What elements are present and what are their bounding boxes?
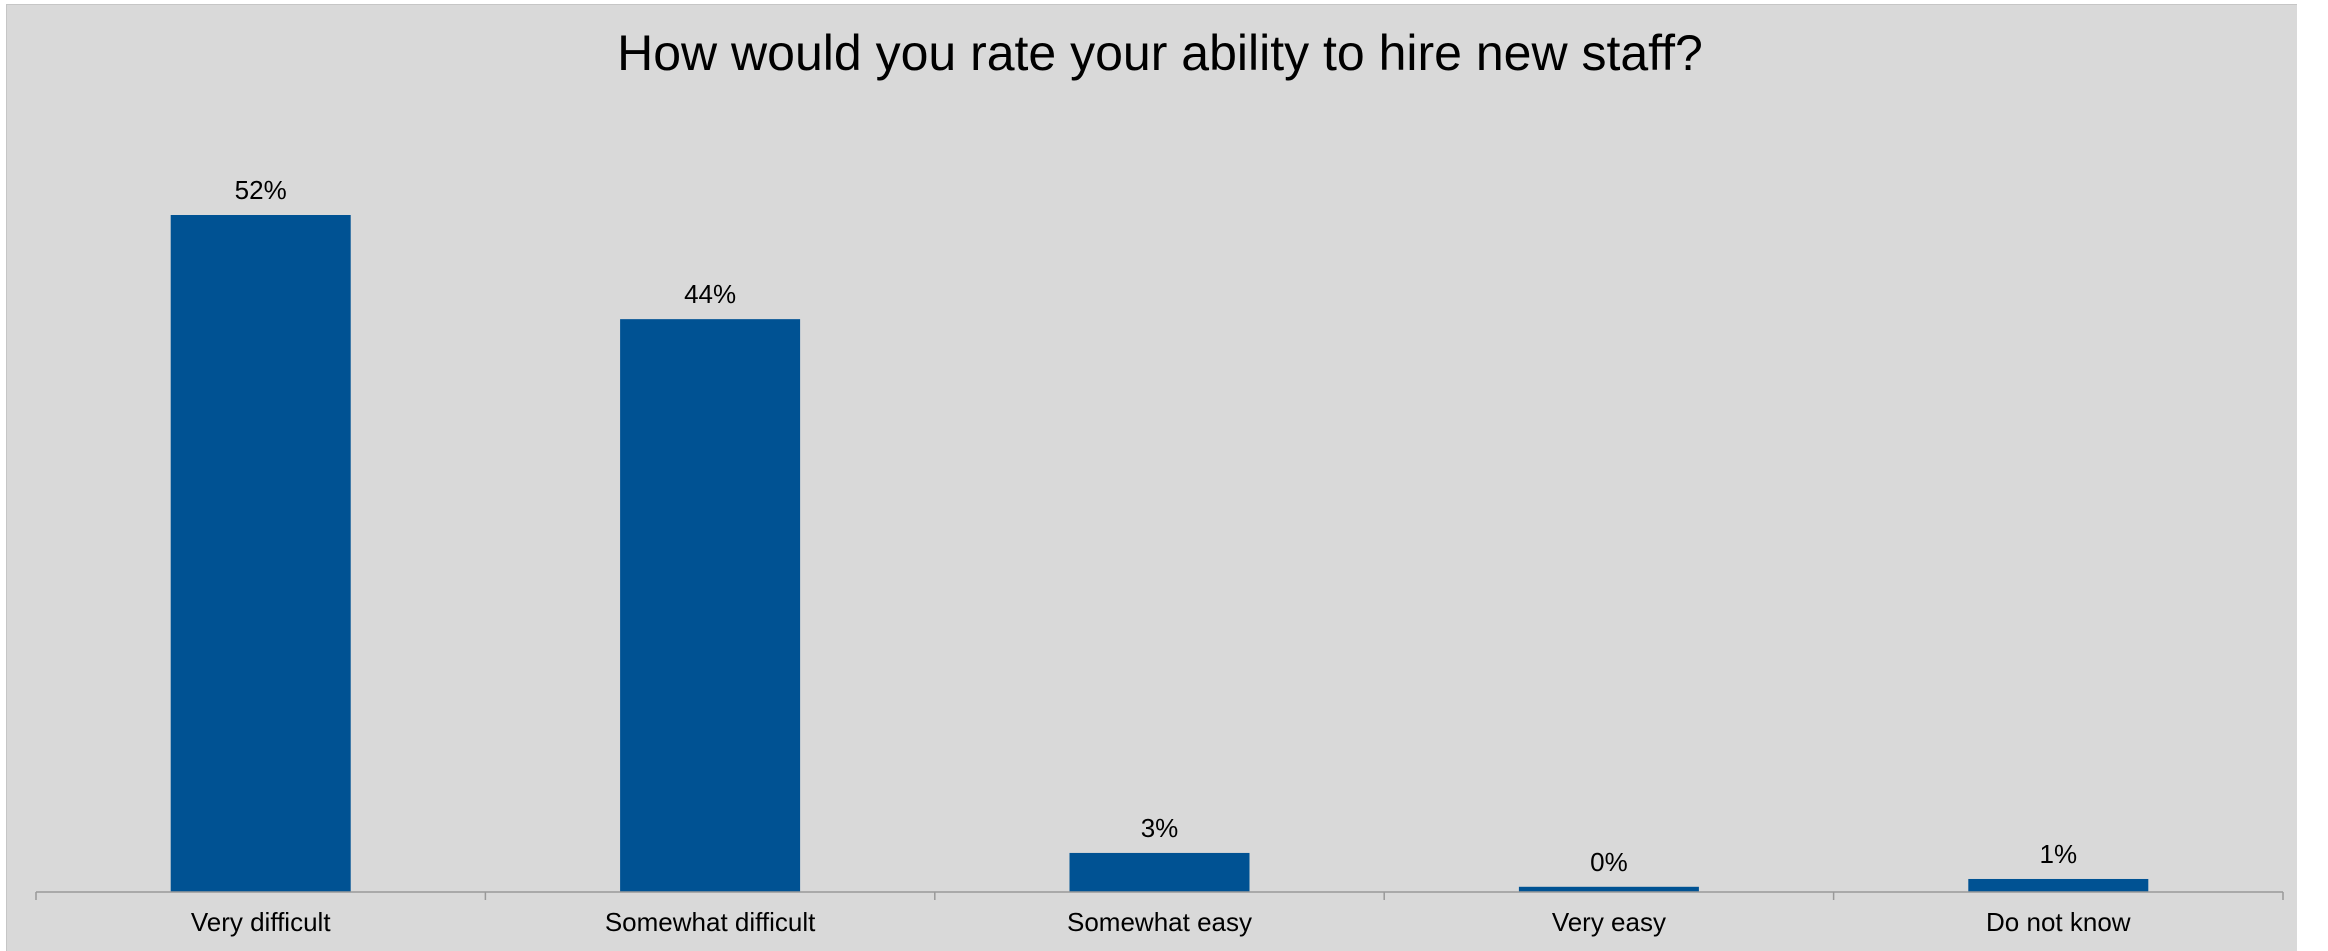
bar-do-not-know — [1968, 878, 2149, 892]
x-axis: Very difficult Somewhat difficult Somewhat… — [35, 891, 2284, 937]
bar-very-easy — [1518, 886, 1699, 892]
chart-frame — [6, 4, 2297, 951]
data-label: 52% — [235, 175, 287, 205]
x-tick-label: Very difficult — [191, 907, 331, 937]
data-label: 44% — [684, 279, 736, 309]
bars-group — [170, 215, 2149, 893]
data-label: 1% — [2040, 839, 2078, 869]
data-label: 3% — [1141, 813, 1179, 843]
data-labels-group: 52% 44% 3% 0% 1% — [235, 175, 2077, 877]
bar-very-difficult — [170, 215, 351, 892]
data-label: 0% — [1590, 847, 1628, 877]
bar-somewhat-easy — [1069, 852, 1250, 892]
chart-title: How would you rate your ability to hire … — [617, 25, 1703, 81]
x-tick-label: Do not know — [1986, 907, 2131, 937]
x-tick-label: Somewhat easy — [1067, 907, 1252, 937]
bar-somewhat-difficult — [620, 319, 801, 893]
x-tick-label: Very easy — [1552, 907, 1666, 937]
x-tick-label: Somewhat difficult — [605, 907, 816, 937]
